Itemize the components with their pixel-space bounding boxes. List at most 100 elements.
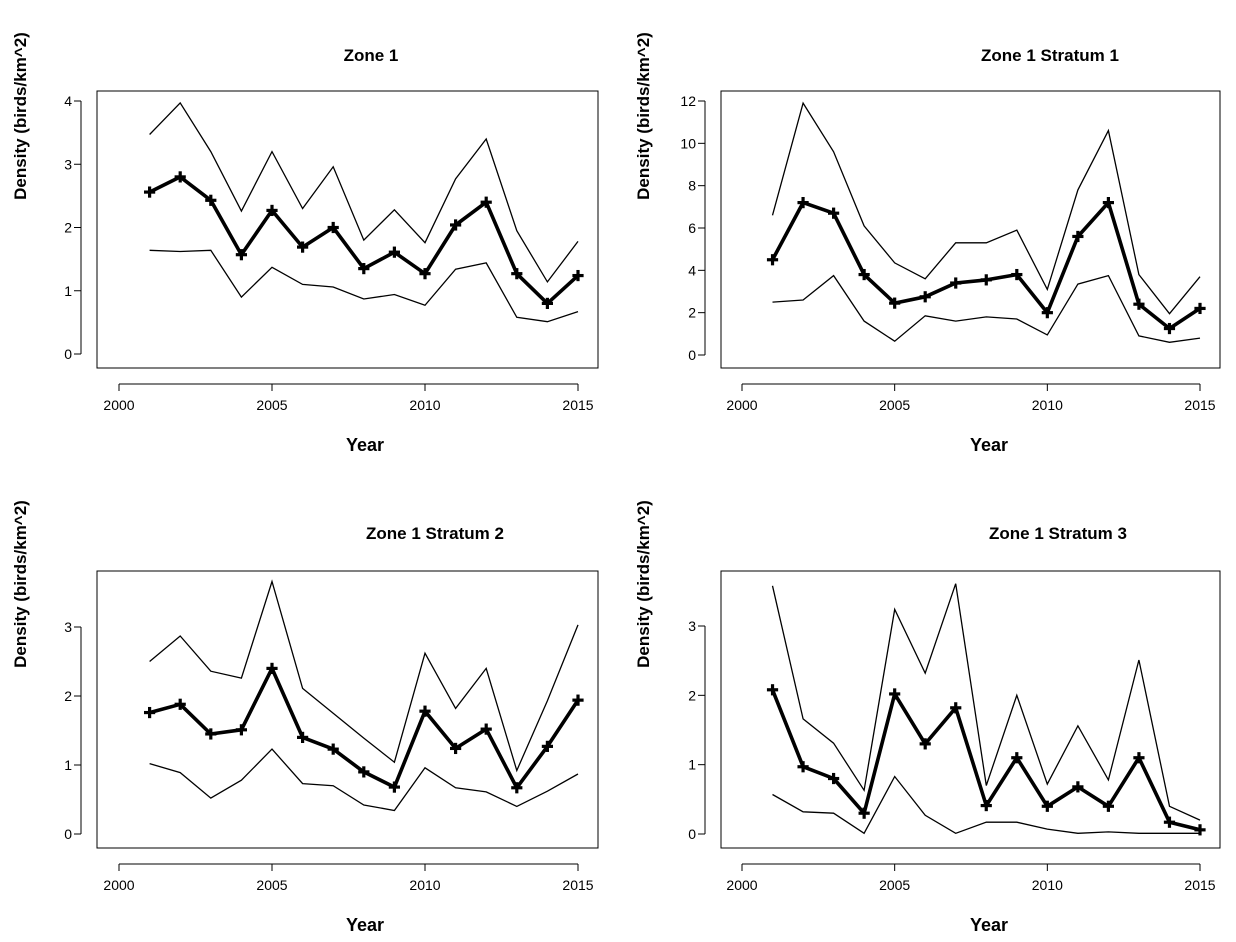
y-tick-label: 0 (688, 826, 696, 842)
data-point-marker (1011, 268, 1023, 281)
data-point-marker (174, 698, 186, 710)
x-tick-label: 2005 (256, 877, 287, 893)
chart-title: Zone 1 (344, 46, 399, 65)
x-tick-label: 2015 (562, 397, 593, 413)
data-point-marker (980, 274, 992, 286)
y-tick-label: 2 (688, 305, 696, 321)
data-point-marker (480, 196, 492, 208)
data-point-marker (1194, 302, 1206, 315)
upper-bound-line (149, 101, 579, 284)
lower-bound-line (772, 274, 1201, 343)
x-tick-label: 2010 (1032, 397, 1063, 413)
x-tick-label: 2010 (409, 877, 440, 893)
y-tick-label: 8 (688, 178, 696, 194)
x-tick-label: 2005 (256, 397, 287, 413)
chart-title: Zone 1 Stratum 1 (981, 46, 1119, 65)
x-tick-label: 2010 (1032, 877, 1063, 893)
y-tick-label: 10 (680, 135, 696, 151)
data-point-marker (889, 688, 901, 700)
data-point-marker (541, 740, 554, 752)
lower-bound-line (772, 775, 1200, 835)
data-point-marker (797, 761, 809, 773)
data-point-marker (205, 728, 217, 740)
data-point-marker (858, 807, 870, 819)
data-point-marker (235, 249, 247, 261)
plot-area: 2000 2005 2010 2015 0 1 2 3 (688, 570, 1221, 893)
x-tick-label: 2015 (562, 877, 593, 893)
data-point-marker (1041, 307, 1053, 319)
y-tick-label: 12 (680, 93, 696, 109)
data-point-marker (1102, 197, 1115, 209)
plot-frame (96, 570, 599, 849)
data-point-marker (919, 291, 931, 303)
x-tick-label: 2015 (1184, 397, 1215, 413)
data-point-marker (511, 268, 523, 280)
data-point-marker (297, 241, 309, 253)
data-point-marker (950, 277, 962, 289)
data-point-marker (858, 268, 870, 281)
data-point-marker (1133, 298, 1145, 310)
plot-area: 2000 2005 2010 2015 0 1 2 3 4 (64, 90, 599, 413)
y-tick-label: 2 (64, 220, 72, 236)
data-point-marker (144, 706, 156, 719)
x-axis-label: Year (346, 435, 384, 455)
upper-bound-line (771, 583, 1201, 821)
y-tick-label: 1 (64, 757, 72, 773)
panel-zone-1-stratum-2: Zone 1 Stratum 2 Density (birds/km^2) Ye… (11, 500, 599, 935)
data-point-marker (980, 799, 992, 812)
y-tick-label: 1 (64, 283, 72, 299)
upper-bound-line (149, 579, 579, 773)
y-axis-label: Density (birds/km^2) (634, 500, 653, 668)
data-point-marker (766, 684, 779, 696)
plot-frame (720, 90, 1221, 369)
data-point-marker (174, 171, 186, 183)
y-tick-label: 3 (688, 618, 696, 634)
data-point-marker (1163, 816, 1176, 828)
data-point-marker (419, 705, 431, 717)
lower-bound-line (149, 748, 579, 812)
plot-area: 2000 2005 2010 2015 0 2 4 6 8 10 12 (680, 90, 1221, 413)
data-point-marker (1102, 800, 1115, 812)
data-point-marker (450, 742, 462, 755)
panel-zone-1-stratum-1: Zone 1 Stratum 1 Density (birds/km^2) Ye… (634, 32, 1221, 455)
data-point-marker (358, 766, 370, 778)
x-tick-label: 2000 (103, 877, 134, 893)
x-axis-label: Year (970, 435, 1008, 455)
chart-title: Zone 1 Stratum 2 (366, 524, 504, 543)
data-point-marker (388, 246, 400, 258)
plot-frame (96, 90, 599, 369)
data-point-marker (541, 297, 554, 309)
data-point-marker (144, 186, 156, 198)
x-tick-label: 2005 (879, 397, 910, 413)
data-point-marker (889, 297, 901, 309)
data-point-marker (235, 724, 247, 736)
data-point-marker (797, 197, 809, 209)
chart-title: Zone 1 Stratum 3 (989, 524, 1127, 543)
x-axis-label: Year (346, 915, 384, 935)
data-point-marker (327, 743, 339, 755)
y-axis-label: Density (birds/km^2) (634, 32, 653, 200)
data-point-marker (950, 702, 962, 714)
y-tick-label: 0 (688, 347, 696, 363)
panel-zone-1: Zone 1 Density (birds/km^2) Year 2000 200… (11, 32, 599, 455)
x-tick-label: 2000 (726, 397, 757, 413)
plot-frame (720, 570, 1221, 849)
x-tick-label: 2010 (409, 397, 440, 413)
data-point-marker (205, 194, 217, 206)
data-point-marker (327, 221, 339, 234)
y-tick-label: 6 (688, 220, 696, 236)
data-point-marker (1072, 230, 1084, 243)
data-point-marker (388, 781, 400, 793)
y-tick-label: 4 (688, 262, 696, 278)
data-point-marker (450, 219, 462, 231)
data-point-marker (827, 207, 840, 219)
data-point-marker (827, 772, 840, 785)
upper-bound-line (771, 101, 1201, 315)
data-point-marker (1041, 800, 1053, 812)
data-point-marker (766, 254, 779, 266)
data-point-marker (1133, 752, 1145, 764)
data-point-marker (1072, 781, 1084, 793)
x-tick-label: 2005 (879, 877, 910, 893)
y-tick-label: 0 (64, 346, 72, 362)
data-point-marker (358, 263, 370, 275)
